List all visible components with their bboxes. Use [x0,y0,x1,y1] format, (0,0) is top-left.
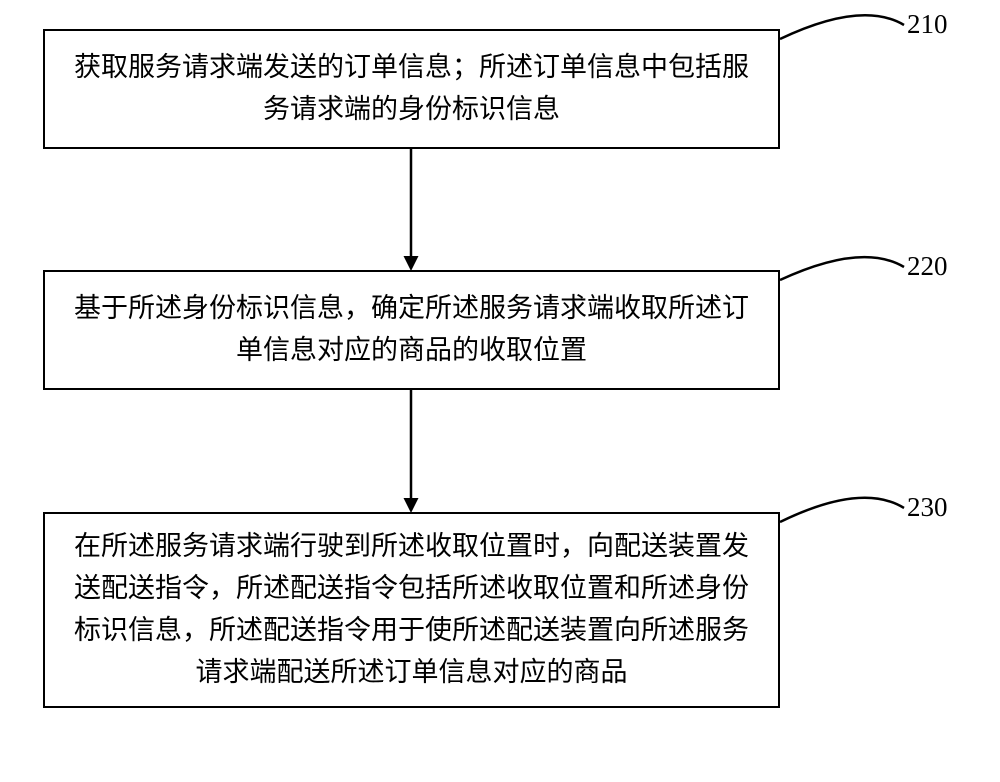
node-label-230: 230 [907,492,948,523]
node-label-210: 210 [907,9,948,40]
flowchart-node-230: 在所述服务请求端行驶到所述收取位置时，向配送装置发送配送指令，所述配送指令包括所… [43,512,780,708]
node-text: 基于所述身份标识信息，确定所述服务请求端收取所述订单信息对应的商品的收取位置 [71,288,752,372]
flowchart-node-210: 获取服务请求端发送的订单信息；所述订单信息中包括服务请求端的身份标识信息 [43,29,780,149]
node-text: 在所述服务请求端行驶到所述收取位置时，向配送装置发送配送指令，所述配送指令包括所… [71,526,752,693]
node-label-220: 220 [907,251,948,282]
flowchart-canvas: 获取服务请求端发送的订单信息；所述订单信息中包括服务请求端的身份标识信息 210… [0,0,1000,782]
node-text: 获取服务请求端发送的订单信息；所述订单信息中包括服务请求端的身份标识信息 [71,47,752,131]
flowchart-node-220: 基于所述身份标识信息，确定所述服务请求端收取所述订单信息对应的商品的收取位置 [43,270,780,390]
